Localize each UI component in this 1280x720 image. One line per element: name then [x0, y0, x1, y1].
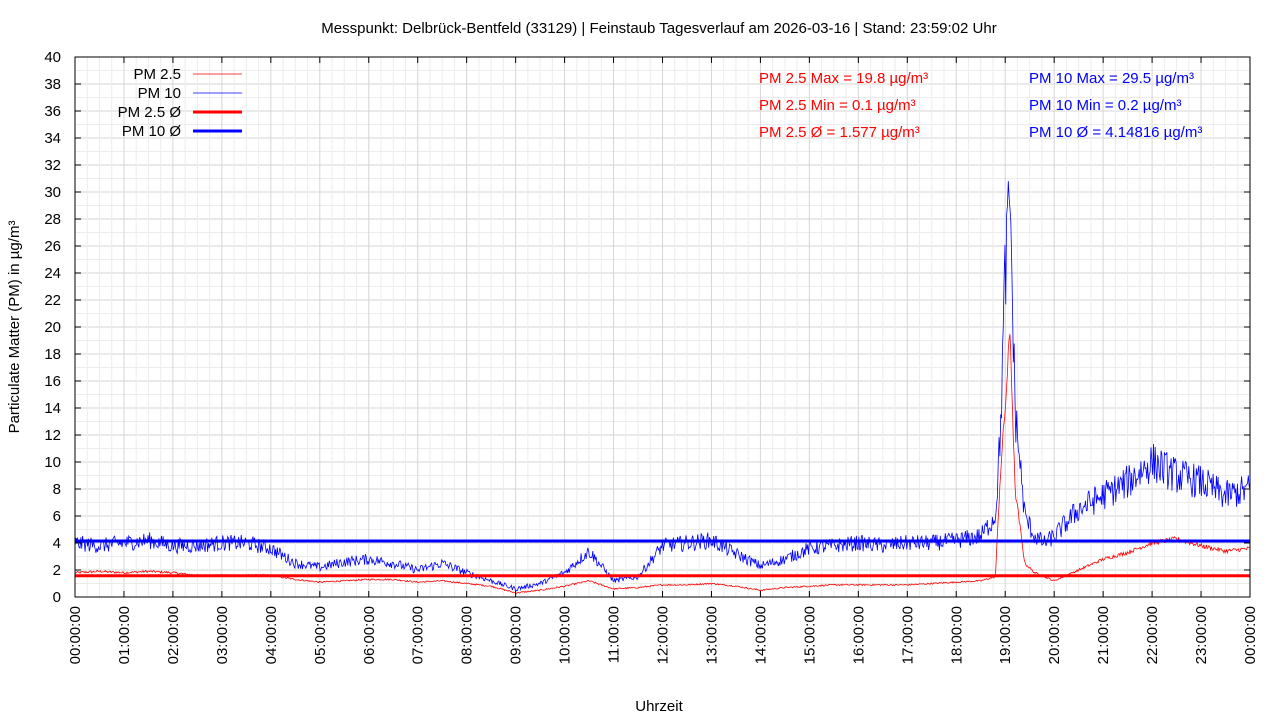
x-tick-label: 16:00:00	[850, 606, 867, 664]
y-tick-label: 28	[44, 211, 61, 228]
y-tick-label: 34	[44, 130, 61, 147]
y-tick-label: 16	[44, 373, 61, 390]
pm25-stat: PM 2.5 Min = 0.1 µg/m³	[759, 97, 916, 114]
y-axis-label: Particulate Matter (PM) in µg/m³	[6, 221, 23, 434]
x-tick-label: 05:00:00	[312, 606, 329, 664]
x-tick-label: 11:00:00	[606, 606, 623, 663]
y-tick-label: 36	[44, 103, 61, 120]
x-axis-ticks: 00:00:00 01:00:00 02:00:00 03:00:00 04:00:00…	[67, 57, 1259, 664]
y-tick-label: 40	[44, 49, 61, 66]
y-tick-label: 14	[44, 400, 61, 417]
x-tick-label: 01:00:00	[116, 606, 133, 664]
y-tick-label: 26	[44, 238, 61, 255]
y-tick-label: 6	[53, 508, 61, 525]
x-tick-label: 03:00:00	[214, 606, 231, 664]
x-tick-label: 17:00:00	[899, 606, 916, 664]
legend-label: PM 10	[138, 85, 181, 102]
x-tick-label: 00:00:00	[1242, 606, 1259, 664]
x-tick-label: 08:00:00	[459, 606, 476, 664]
y-tick-label: 8	[53, 481, 61, 498]
x-tick-label: 04:00:00	[263, 606, 280, 664]
y-tick-label: 4	[53, 535, 61, 552]
x-tick-label: 00:00:00	[67, 606, 84, 664]
x-tick-label: 14:00:00	[752, 606, 769, 664]
pm10-stat: PM 10 Min = 0.2 µg/m³	[1029, 97, 1181, 114]
stats-annotations: PM 2.5 Max = 19.8 µg/m³ PM 2.5 Min = 0.1 …	[759, 70, 1202, 141]
x-tick-label: 10:00:00	[557, 606, 574, 664]
x-tick-label: 23:00:00	[1193, 606, 1210, 664]
y-tick-label: 24	[44, 265, 61, 282]
y-tick-label: 22	[44, 292, 61, 309]
x-tick-label: 19:00:00	[997, 606, 1014, 664]
legend-label: PM 2.5 Ø	[118, 104, 182, 121]
y-tick-label: 0	[53, 589, 61, 606]
legend: PM 2.5 PM 10 PM 2.5 Ø PM 10 Ø	[118, 66, 242, 140]
pm10-stat: PM 10 Ø = 4.14816 µg/m³	[1029, 124, 1202, 141]
y-tick-label: 2	[53, 562, 61, 579]
x-tick-label: 21:00:00	[1095, 606, 1112, 664]
y-tick-label: 38	[44, 76, 61, 93]
x-axis-label: Uhrzeit	[635, 698, 683, 715]
y-tick-label: 20	[44, 319, 61, 336]
legend-label: PM 2.5	[133, 66, 181, 83]
x-tick-label: 13:00:00	[703, 606, 720, 664]
x-tick-label: 12:00:00	[655, 606, 672, 664]
y-tick-label: 10	[44, 454, 61, 471]
x-tick-label: 07:00:00	[410, 606, 427, 664]
legend-label: PM 10 Ø	[122, 123, 182, 140]
pm25-stat: PM 2.5 Max = 19.8 µg/m³	[759, 70, 928, 87]
x-tick-label: 22:00:00	[1144, 606, 1161, 664]
x-tick-label: 06:00:00	[361, 606, 378, 664]
y-tick-label: 18	[44, 346, 61, 363]
pm10-stat: PM 10 Max = 29.5 µg/m³	[1029, 70, 1194, 87]
y-tick-label: 32	[44, 157, 61, 174]
average-lines	[75, 539, 1250, 578]
x-tick-label: 09:00:00	[508, 606, 525, 664]
x-tick-label: 15:00:00	[801, 606, 818, 664]
y-tick-label: 12	[44, 427, 61, 444]
x-tick-label: 02:00:00	[165, 606, 182, 664]
y-tick-label: 30	[44, 184, 61, 201]
chart-title: Messpunkt: Delbrück-Bentfeld (33129) | F…	[321, 20, 996, 37]
pm25-stat: PM 2.5 Ø = 1.577 µg/m³	[759, 124, 920, 141]
x-tick-label: 20:00:00	[1046, 606, 1063, 664]
x-tick-label: 18:00:00	[948, 606, 965, 664]
